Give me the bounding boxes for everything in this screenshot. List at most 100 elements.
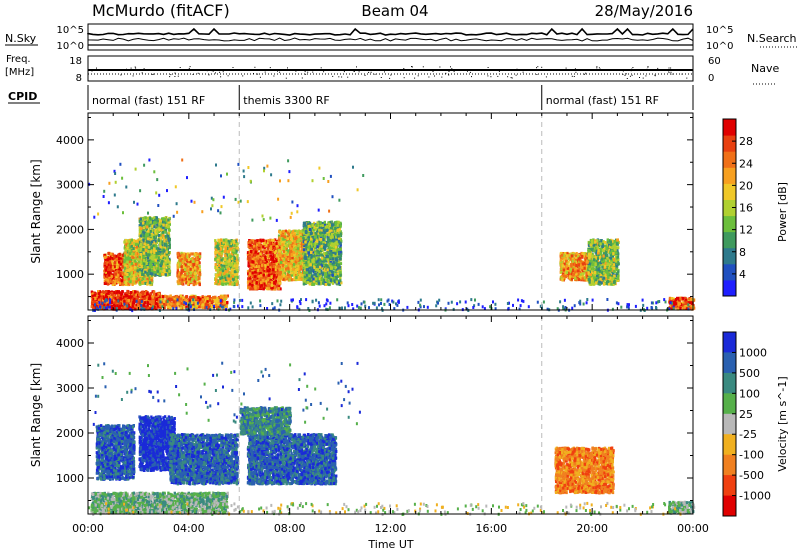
heatmap-cell: [237, 269, 239, 272]
freq-dot: [211, 70, 212, 71]
heatmap-cell: [167, 235, 169, 238]
heatmap-cell: [280, 254, 282, 257]
heatmap-cell: [145, 253, 147, 256]
heatmap-cell: [135, 280, 137, 283]
heatmap-cell: [160, 267, 162, 270]
heatmap-cell: [138, 278, 140, 281]
heatmap-cell: [196, 253, 198, 256]
heatmap-cell: [236, 261, 238, 264]
freq-dot: [572, 76, 573, 77]
freq-dot: [625, 75, 626, 76]
nsky-panel: [88, 24, 693, 50]
heatmap-cell: [128, 240, 130, 243]
heatmap-cell: [148, 224, 150, 227]
heatmap-cell: [231, 283, 233, 286]
freq-dot: [253, 73, 254, 74]
heatmap-cell: [273, 260, 275, 263]
freq-dot: [516, 75, 517, 76]
heatmap-cell: [223, 239, 225, 242]
freq-dot: [94, 70, 95, 71]
heatmap-cell: [297, 265, 299, 268]
heatmap-cell: [137, 269, 139, 272]
freq-dot: [596, 67, 597, 68]
heatmap-cell: [267, 278, 269, 281]
nave-label: Nave: [751, 62, 779, 75]
heatmap-cell: [154, 244, 156, 247]
heatmap-cell: [249, 257, 251, 260]
heatmap-cell: [263, 282, 265, 285]
heatmap-cell: [141, 273, 143, 276]
heatmap-cell: [146, 246, 148, 249]
heatmap-cell: [295, 236, 297, 239]
heatmap-cell: [225, 247, 227, 250]
date-title: 28/May/2016: [595, 2, 693, 20]
heatmap-cell: [227, 268, 229, 271]
freq-dot: [647, 67, 648, 68]
freq-panel: [88, 56, 693, 81]
heatmap-cell: [282, 255, 284, 258]
heatmap-cell: [291, 271, 293, 274]
freq-dot: [233, 67, 234, 68]
freq-dot: [375, 74, 376, 75]
heatmap-cell: [293, 234, 295, 237]
nsky-tick-top: 10^5: [57, 25, 84, 36]
heatmap-cell: [128, 249, 130, 252]
freq-dot: [686, 78, 687, 79]
heatmap-cell: [143, 262, 145, 265]
heatmap-cell: [163, 237, 165, 240]
freq-dot: [546, 76, 547, 77]
heatmap-cell: [150, 250, 152, 253]
heatmap-cell: [158, 228, 160, 231]
heatmap-cell: [106, 275, 108, 278]
freq-dot: [448, 75, 449, 76]
heatmap-cell: [225, 283, 227, 286]
heatmap-cell: [251, 260, 253, 263]
heatmap-cell: [290, 263, 292, 266]
heatmap-cell: [163, 265, 165, 268]
heatmap-cell: [179, 259, 181, 262]
freq-dot: [632, 75, 633, 76]
heatmap-cell: [166, 269, 168, 272]
heatmap-cell: [127, 244, 129, 247]
heatmap-cell: [141, 281, 143, 284]
freq-dot: [451, 68, 452, 69]
heatmap-cell: [104, 262, 106, 265]
heatmap-cell: [222, 269, 224, 272]
heatmap-cell: [216, 266, 218, 269]
heatmap-cell: [127, 257, 129, 260]
station-title: McMurdo (fitACF): [92, 1, 230, 20]
freq-dot: [131, 68, 132, 69]
heatmap-cell: [268, 287, 270, 290]
heatmap-cell: [293, 248, 295, 251]
heatmap-cell: [292, 230, 294, 233]
freq-dot: [178, 76, 179, 77]
heatmap-cell: [114, 262, 116, 265]
heatmap-cell: [217, 269, 219, 272]
heatmap-cell: [273, 243, 275, 246]
heatmap-cell: [278, 271, 280, 274]
freq-dot: [270, 67, 271, 68]
freq-dot: [574, 76, 575, 77]
heatmap-cell: [123, 241, 125, 244]
heatmap-cell: [283, 250, 285, 253]
heatmap-cell: [129, 268, 131, 271]
freq-dot: [428, 77, 429, 78]
heatmap-cell: [177, 266, 179, 269]
heatmap-cell: [233, 241, 235, 244]
heatmap-cell: [258, 244, 260, 247]
heatmap-cell: [149, 269, 151, 272]
heatmap-cell: [189, 268, 191, 271]
freq-dot: [403, 68, 404, 69]
freq-dot: [655, 75, 656, 76]
heatmap-cell: [278, 268, 280, 271]
heatmap-cell: [177, 252, 179, 255]
freq-dot: [303, 70, 304, 71]
heatmap-cell: [265, 258, 267, 261]
heatmap-cell: [119, 274, 121, 277]
heatmap-cell: [142, 238, 144, 241]
freq-dot: [523, 72, 524, 73]
heatmap-cell: [214, 251, 216, 254]
heatmap-cell: [109, 257, 111, 260]
heatmap-cell: [264, 265, 266, 268]
freq-dot: [321, 67, 322, 68]
